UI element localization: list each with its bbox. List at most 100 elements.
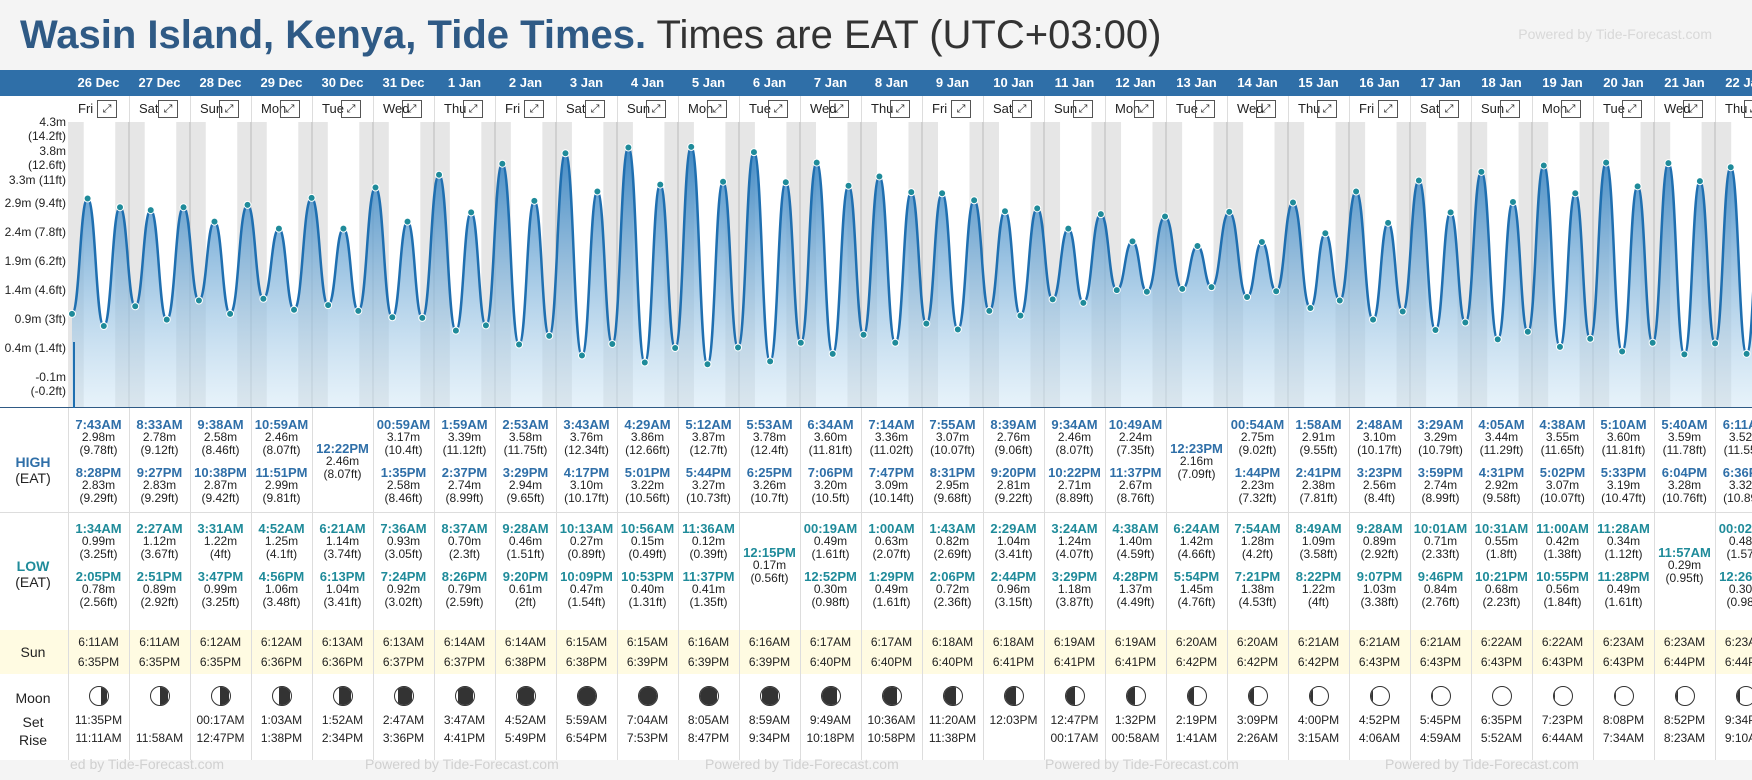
expand-day-icon[interactable]: ⤢: [646, 100, 666, 118]
tide-point: [481, 321, 490, 330]
bottom-watermark-text: Powered by Tide-Forecast.com: [1045, 756, 1239, 772]
tide-point: [1142, 287, 1151, 296]
column-divider: [1288, 408, 1289, 760]
tide-height-ft: (9.55ft): [1299, 443, 1338, 457]
moonset-time: 3:09PM: [1236, 713, 1279, 727]
expand-day-icon[interactable]: ⤢: [219, 100, 239, 118]
weekday-cell: Wed ⤢: [1227, 100, 1288, 118]
expand-day-icon[interactable]: ⤢: [707, 100, 727, 118]
tide-height-ft: (4.1ft): [265, 547, 298, 561]
expand-day-icon[interactable]: ⤢: [829, 100, 849, 118]
y-axis-label: -0.1m (-0.2ft): [30, 370, 66, 398]
tide-height-m: 0.84m: [1423, 582, 1458, 596]
tide-entry: 8:31PM 2.95m (9.68ft): [922, 466, 983, 505]
expand-day-icon[interactable]: ⤢: [951, 100, 971, 118]
tide-time: 6:34AM: [807, 417, 854, 432]
tide-point: [324, 301, 333, 310]
tide-height-ft: (12.34ft): [564, 443, 609, 457]
tide-entry: 10:13AM 0.27m (0.89ft): [556, 522, 617, 561]
expand-day-icon[interactable]: ⤢: [1195, 100, 1215, 118]
weekday-cell: Fri ⤢: [68, 100, 129, 118]
tide-height-ft: (10.47ft): [1601, 491, 1646, 505]
tide-point: [243, 200, 252, 209]
tide-time: 4:05AM: [1478, 417, 1525, 432]
tide-height-m: 1.04m: [996, 534, 1031, 548]
expand-day-icon[interactable]: ⤢: [341, 100, 361, 118]
expand-day-icon[interactable]: ⤢: [1317, 100, 1337, 118]
sunrise-time: 6:12AM: [260, 635, 303, 649]
tide-entry: 1:43AM 0.82m (2.69ft): [922, 522, 983, 561]
day-divider: [617, 96, 618, 122]
moonset-time: 4:00PM: [1297, 713, 1340, 727]
tide-entry: 3:23PM 2.56m (8.4ft): [1349, 466, 1410, 505]
tide-point: [515, 340, 524, 349]
expand-day-icon[interactable]: ⤢: [463, 100, 483, 118]
moonrise-time: 7:53PM: [626, 731, 669, 745]
tide-height-ft: (8.89ft): [1055, 491, 1094, 505]
expand-day-icon[interactable]: ⤢: [1073, 100, 1093, 118]
tide-height-m: 0.42m: [1545, 534, 1580, 548]
tide-entry: 1:29PM 0.49m (1.61ft): [861, 570, 922, 609]
expand-day-icon[interactable]: ⤢: [97, 100, 117, 118]
expand-day-icon[interactable]: ⤢: [1256, 100, 1276, 118]
tide-time: 4:31PM: [1478, 465, 1525, 480]
expand-day-icon[interactable]: ⤢: [1622, 100, 1642, 118]
expand-day-icon[interactable]: ⤢: [1378, 100, 1398, 118]
tide-time: 3:29AM: [1417, 417, 1464, 432]
weekday-cell: Mon ⤢: [678, 100, 739, 118]
expand-day-icon[interactable]: ⤢: [280, 100, 300, 118]
tide-entry: 3:29PM 2.94m (9.65ft): [495, 466, 556, 505]
tide-height-ft: (0.98ft): [1726, 595, 1752, 609]
tide-entry: 7:55AM 3.07m (10.07ft): [922, 418, 983, 457]
tide-time: 2:41PM: [1295, 465, 1342, 480]
expand-day-icon[interactable]: ⤢: [1134, 100, 1154, 118]
expand-day-icon[interactable]: ⤢: [768, 100, 788, 118]
weekday-label: Mon: [688, 101, 714, 116]
expand-day-icon[interactable]: ⤢: [585, 100, 605, 118]
expand-day-icon[interactable]: ⤢: [1439, 100, 1459, 118]
tide-entry: 7:54AM 1.28m (4.2ft): [1227, 522, 1288, 561]
sunrise-time: 6:13AM: [321, 635, 364, 649]
expand-day-icon[interactable]: ⤢: [158, 100, 178, 118]
sunset-time: 6:42PM: [1175, 655, 1218, 669]
expand-day-icon[interactable]: ⤢: [402, 100, 422, 118]
moonset-time: 1:52AM: [321, 713, 364, 727]
tide-height-ft: (11.12ft): [442, 443, 487, 457]
date-header: 6 Jan: [752, 75, 787, 90]
expand-day-icon[interactable]: ⤢: [1683, 100, 1703, 118]
expand-day-icon[interactable]: ⤢: [524, 100, 544, 118]
tide-entry: 12:23PM 2.16m (7.09ft): [1166, 442, 1227, 481]
moon-phase-icon: [942, 686, 963, 706]
expand-day-icon[interactable]: ⤢: [1500, 100, 1520, 118]
tide-height-m: 2.58m: [386, 478, 421, 492]
tide-point: [435, 170, 444, 179]
column-divider: [922, 408, 923, 760]
tide-time: 10:13AM: [559, 521, 614, 536]
tide-time: 11:37PM: [1109, 465, 1162, 480]
expand-day-icon[interactable]: ⤢: [890, 100, 910, 118]
tide-height-ft: (3.58ft): [1299, 547, 1338, 561]
tide-height-m: 2.24m: [1118, 430, 1153, 444]
tide-point: [307, 193, 316, 202]
moon-phase-icon: [88, 686, 109, 706]
sunset-time: 6:35PM: [77, 655, 120, 669]
tide-time: 9:46PM: [1417, 569, 1464, 584]
expand-day-icon[interactable]: ⤢: [1561, 100, 1581, 118]
tide-height-ft: (7.35ft): [1116, 443, 1155, 457]
tide-height-m: 0.99m: [203, 582, 238, 596]
expand-day-icon[interactable]: ⤢: [1744, 100, 1752, 118]
tide-point: [671, 344, 680, 353]
tide-height-ft: (10.7ft): [750, 491, 789, 505]
expand-day-icon[interactable]: ⤢: [1012, 100, 1032, 118]
sunset-time: 6:35PM: [138, 655, 181, 669]
day-divider: [861, 96, 862, 122]
tide-height-ft: (2.59ft): [445, 595, 484, 609]
tide-point: [1555, 342, 1564, 351]
sunset-time: 6:36PM: [260, 655, 303, 669]
moonset-time: 10:36AM: [867, 713, 916, 727]
tide-entry: 8:49AM 1.09m (3.58ft): [1288, 522, 1349, 561]
tide-height-ft: (8.76ft): [1116, 491, 1155, 505]
column-divider: [434, 408, 435, 760]
column-divider: [617, 408, 618, 760]
moonrise-time: 11:38PM: [928, 731, 977, 745]
